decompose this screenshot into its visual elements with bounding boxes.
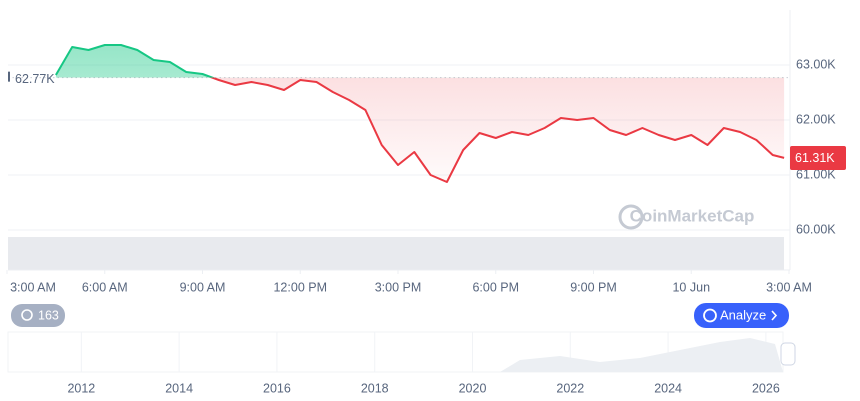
x-tick-label: 3:00 AM [10, 280, 56, 294]
analyze-bg[interactable] [694, 303, 789, 328]
line-up-group [55, 44, 216, 78]
navigator-year: 2016 [263, 381, 291, 395]
price-line-up [55, 44, 216, 78]
price-line-down [209, 77, 785, 183]
badge-icon [21, 309, 33, 321]
x-tick-label: 9:00 PM [570, 280, 617, 294]
badge-bg [11, 304, 65, 327]
y-tick-label: 61.00K [796, 167, 836, 181]
x-tick-label: 6:00 PM [472, 280, 519, 294]
watermark-logo [618, 204, 644, 230]
last-price-label: 61.31K [795, 151, 835, 165]
navigator-year: 2024 [654, 381, 682, 395]
badge: 163 [11, 304, 65, 327]
navigator-year: 2012 [67, 381, 95, 395]
navigator-year: 2018 [361, 381, 389, 395]
y-tick-label: 63.00K [796, 57, 836, 71]
navigator-handle[interactable] [780, 342, 796, 366]
analyze-chevron [771, 310, 778, 321]
badge-text: 163 [38, 308, 59, 322]
navigator-year: 2014 [165, 381, 193, 395]
x-tick-label: 12:00 PM [273, 280, 327, 294]
baseline-label: 62.77K [15, 72, 55, 86]
analyze-button[interactable]: Analyze [694, 303, 789, 328]
navigator-year: 2022 [556, 381, 584, 395]
analyze-label[interactable]: Analyze [720, 307, 766, 322]
line-down-group [209, 77, 785, 183]
y-tick-label: 62.00K [796, 112, 836, 126]
x-tick-label: 10 Jun [672, 280, 710, 294]
x-tick-label: 6:00 AM [82, 280, 128, 294]
navigator-year: 2020 [459, 381, 487, 395]
analyze-icon [703, 308, 717, 323]
x-tick-label: 3:00 AM [766, 280, 812, 294]
x-tick-label: 9:00 AM [180, 280, 226, 294]
y-tick-label: 60.00K [796, 222, 836, 236]
navigator-year: 2026 [752, 381, 780, 395]
baseline-marker [8, 71, 10, 82]
x-tick-label: 3:00 PM [375, 280, 422, 294]
volume-area [8, 237, 784, 270]
watermark: CoinMarketCap [630, 206, 755, 225]
last-price-tag [790, 145, 846, 170]
navigator-area [8, 338, 783, 372]
